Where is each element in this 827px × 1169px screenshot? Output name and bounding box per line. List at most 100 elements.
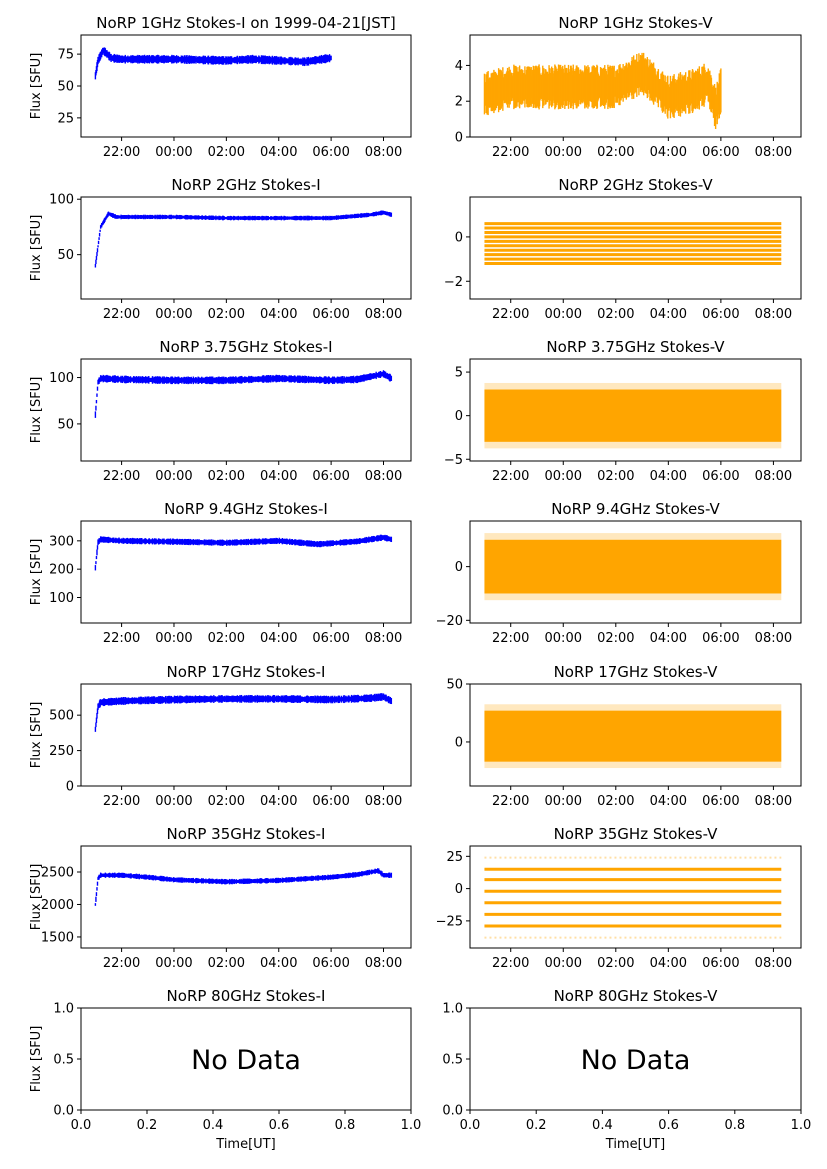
y-tick-label: 5	[455, 366, 463, 381]
y-tick-label: 0	[455, 230, 463, 245]
y-tick-label: 300	[49, 534, 74, 549]
y-tick-label: 200	[49, 563, 74, 578]
axes-frame	[80, 196, 412, 300]
y-tick-label: 0.5	[442, 1053, 463, 1068]
y-tick-label: 50	[57, 248, 74, 263]
x-tick-label: 02:00	[208, 145, 245, 160]
x-tick-label: 04:00	[260, 307, 297, 322]
y-tick-label: 0.5	[53, 1053, 74, 1068]
x-tick-label: 02:00	[597, 631, 634, 646]
chart-panel-6: −5 0 5 22:00 00:00 02:00 04:00 06:00 08:00 NoRP 3…	[444, 338, 802, 484]
x-tick-label: 08:00	[755, 307, 792, 322]
x-tick-label: 00:00	[545, 794, 582, 809]
x-tick-label: 0.2	[137, 1118, 158, 1133]
data-scatter-band	[484, 710, 782, 762]
y-axis-label: Flux [SFU]	[29, 377, 44, 444]
y-tick-label: −25	[436, 914, 463, 929]
y-tick-label: −2	[444, 275, 463, 290]
x-tick-label: 00:00	[545, 956, 582, 971]
x-tick-label: 02:00	[597, 794, 634, 809]
x-tick-label: 06:00	[702, 469, 739, 484]
x-tick-label: 02:00	[208, 469, 245, 484]
x-tick-label: 22:00	[492, 145, 529, 160]
x-tick-label: 22:00	[492, 794, 529, 809]
chart-panel-7: 100 200 300 22:00 00:00 02:00 04:00 06:00 08:00 N…	[29, 500, 412, 646]
x-tick-label: 04:00	[650, 307, 687, 322]
x-tick-label: 00:00	[155, 956, 192, 971]
plot-area	[94, 47, 332, 80]
chart-panel-9: 0 250 500 22:00 00:00 02:00 04:00 06:00 08:00 NoR…	[29, 663, 412, 809]
x-tick-label: 1.0	[791, 1118, 812, 1133]
chart-panel-13: 0.0 0.5 1.0 0.0 0.2 0.4 0.6 0.8 1.0 NoRP 80GHz St…	[29, 987, 421, 1152]
chart-panel-4: −2 0 22:00 00:00 02:00 04:00 06:00 08:00 NoRP 2G…	[444, 176, 802, 322]
axes-frame	[80, 358, 412, 462]
x-tick-label: 06:00	[702, 956, 739, 971]
plot-area	[484, 222, 782, 266]
x-tick-label: 00:00	[545, 469, 582, 484]
x-tick-label: 08:00	[755, 145, 792, 160]
axes-frame	[469, 683, 802, 787]
plot-area	[94, 534, 393, 571]
y-tick-label: 1500	[41, 930, 74, 945]
y-axis-label: Flux [SFU]	[29, 539, 44, 606]
x-tick-label: 02:00	[208, 631, 245, 646]
y-tick-label: 0.0	[53, 1104, 74, 1119]
x-tick-label: 04:00	[260, 145, 297, 160]
x-tick-label: 08:00	[365, 469, 402, 484]
x-tick-label: 00:00	[545, 631, 582, 646]
y-tick-label: 50	[57, 80, 74, 95]
y-tick-label: 0	[455, 735, 463, 750]
chart-panel-8: −20 0 22:00 00:00 02:00 04:00 06:00 08:00 NoRP 9…	[436, 500, 802, 646]
y-tick-label: 1.0	[442, 1002, 463, 1017]
x-tick-label: 22:00	[103, 956, 140, 971]
y-tick-label: 0	[455, 131, 463, 146]
chart-title: NoRP 1GHz Stokes-V	[558, 14, 713, 32]
plot-area	[484, 382, 782, 449]
y-axis-label: Flux [SFU]	[29, 53, 44, 120]
y-tick-label: 100	[49, 371, 74, 386]
chart-panel-14: 0.0 0.5 1.0 0.0 0.2 0.4 0.6 0.8 1.0 NoRP 80GHz St…	[442, 987, 811, 1152]
chart-title: NoRP 2GHz Stokes-V	[558, 176, 713, 194]
x-tick-label: 0.4	[592, 1118, 613, 1133]
chart-panel-12: −25 0 25 22:00 00:00 02:00 04:00 06:00 08:00 NoRP…	[436, 825, 802, 971]
chart-title: NoRP 1GHz Stokes-I on 1999-04-21[JST]	[96, 14, 396, 32]
data-scatter-band	[484, 389, 782, 442]
chart-title: NoRP 3.75GHz Stokes-V	[546, 338, 725, 356]
x-tick-label: 02:00	[208, 307, 245, 322]
chart-title: NoRP 17GHz Stokes-V	[554, 663, 719, 681]
x-tick-label: 06:00	[702, 794, 739, 809]
x-tick-label: 08:00	[365, 631, 402, 646]
axes-frame	[80, 34, 412, 138]
no-data-annotation: No Data	[191, 1045, 301, 1076]
x-tick-label: 06:00	[702, 145, 739, 160]
axes-frame	[80, 520, 412, 624]
y-tick-label: 250	[49, 744, 74, 759]
y-axis-label: Flux [SFU]	[29, 864, 44, 931]
x-tick-label: 22:00	[103, 469, 140, 484]
x-axis-label: Time[UT]	[215, 1137, 275, 1152]
chart-title: NoRP 35GHz Stokes-V	[554, 825, 719, 843]
axes-frame	[469, 196, 802, 300]
x-tick-label: 08:00	[365, 307, 402, 322]
y-tick-label: 25	[57, 111, 74, 126]
x-tick-label: 06:00	[312, 469, 349, 484]
y-tick-label: 50	[57, 417, 74, 432]
plot-area	[484, 856, 782, 939]
x-tick-label: 04:00	[650, 794, 687, 809]
y-tick-label: 500	[49, 709, 74, 724]
y-tick-label: −20	[436, 614, 463, 629]
x-tick-label: 06:00	[312, 307, 349, 322]
y-axis-label: Flux [SFU]	[29, 1026, 44, 1093]
x-tick-label: 06:00	[312, 631, 349, 646]
x-tick-label: 06:00	[312, 956, 349, 971]
x-tick-label: 0.0	[460, 1118, 481, 1133]
y-tick-label: 75	[57, 48, 74, 63]
x-tick-label: 08:00	[365, 794, 402, 809]
y-tick-label: 0	[455, 882, 463, 897]
x-tick-label: 02:00	[597, 307, 634, 322]
x-tick-label: 04:00	[650, 956, 687, 971]
x-tick-label: 04:00	[260, 794, 297, 809]
y-tick-label: 2	[455, 95, 463, 110]
x-tick-label: 00:00	[545, 145, 582, 160]
